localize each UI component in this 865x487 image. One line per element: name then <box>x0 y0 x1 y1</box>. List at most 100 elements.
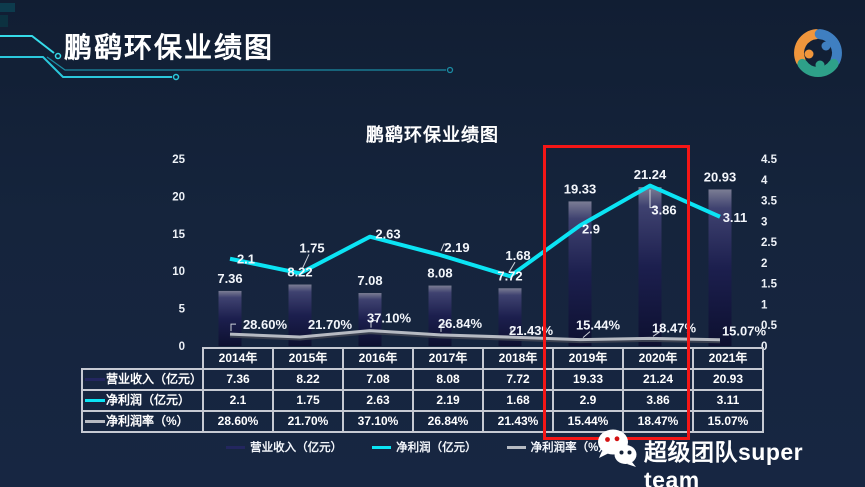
table-cell: 18.47% <box>622 410 695 433</box>
net-profit-label: 3.11 <box>723 210 748 225</box>
series-line-icon <box>85 378 105 382</box>
net-margin-line-shadow <box>229 331 721 344</box>
revenue-label: 20.93 <box>704 169 737 184</box>
right-axis-tick: 0 <box>761 341 767 353</box>
team-logo-icon <box>794 29 842 77</box>
revenue-label: 7.72 <box>497 268 522 283</box>
table-cell: 28.60% <box>202 410 275 433</box>
left-axis-tick: 20 <box>172 191 185 203</box>
label-leader-line <box>649 189 657 209</box>
left-axis-tick: 10 <box>172 266 185 278</box>
row-header-cell: 净利润（亿元） <box>80 389 205 412</box>
table-cell: 21.70% <box>272 410 345 433</box>
wechat-eye <box>605 437 610 442</box>
wechat-eye <box>627 450 632 455</box>
table-cell: 21.43% <box>482 410 555 433</box>
label-leader-line <box>440 243 450 252</box>
table-row: 营业收入（亿元） 7.36 8.22 7.08 8.08 7.72 19.33 21.24 20… <box>80 368 765 391</box>
series-line-icon <box>85 420 105 424</box>
logo-dot-orange <box>804 49 814 59</box>
wechat-big-bubble-tail <box>599 451 609 458</box>
legend-item: 营业收入（亿元） <box>226 439 342 455</box>
bar-2018年 <box>498 288 522 346</box>
table-row: 净利润（亿元） 2.1 1.75 2.63 2.19 1.68 2.9 3.86 3.11 <box>80 389 765 412</box>
right-axis-tick: 1.5 <box>761 279 778 291</box>
net-margin-label: 18.47% <box>652 320 697 335</box>
net-margin-label: 15.44% <box>576 318 621 333</box>
table-cell: 7.36 <box>202 368 275 391</box>
wechat-icon <box>598 429 637 467</box>
table-cell: 20.93 <box>692 368 765 391</box>
corner-slab <box>0 3 15 12</box>
logo-arc-orange <box>794 29 822 66</box>
left-axis-tick: 5 <box>179 304 186 316</box>
year-header-cell: 2014年 <box>202 347 275 370</box>
table-cell: 37.10% <box>342 410 415 433</box>
brand-text: 超级团队super team <box>644 439 804 487</box>
right-axis-tick: 4 <box>761 175 768 187</box>
table-cell: 2.9 <box>552 389 625 412</box>
row-header-cell: 营业收入（亿元） <box>80 368 205 391</box>
logo-arc-blue <box>814 29 842 66</box>
left-axis-tick: 15 <box>172 229 185 241</box>
chart-legend: 营业收入（亿元） 净利润（亿元） 净利润率（%） <box>81 439 755 455</box>
bar-2019年 <box>568 201 592 346</box>
net-margin-line <box>229 329 721 342</box>
wechat-small-bubble <box>614 445 637 464</box>
revenue-label: 19.33 <box>564 181 597 196</box>
series-line-icon <box>85 399 105 403</box>
legend-label: 营业收入（亿元） <box>250 442 343 454</box>
net-profit-line <box>229 183 721 279</box>
net-profit-label: 2.9 <box>582 221 600 236</box>
right-axis-tick: 1 <box>761 299 768 311</box>
circuit-node <box>54 52 62 60</box>
net-profit-label: 1.68 <box>505 248 530 263</box>
year-header-cell: 2020年 <box>622 347 695 370</box>
circuit-line <box>46 56 446 71</box>
label-leader-line <box>510 326 516 335</box>
wechat-eye <box>619 450 624 455</box>
net-margin-label: 15.07% <box>722 324 767 339</box>
net-margin-label: 28.60% <box>243 317 288 332</box>
logo-dot-teal <box>815 60 825 70</box>
table-cell: 8.22 <box>272 368 345 391</box>
table-cell: 1.75 <box>272 389 345 412</box>
label-leader-line <box>508 261 516 273</box>
net-margin-label: 21.70% <box>308 317 353 332</box>
bar-2014年 <box>218 290 242 346</box>
net-profit-label: 2.63 <box>375 227 400 242</box>
bar-2015年 <box>288 284 312 346</box>
circuit-decoration-lines <box>0 3 454 81</box>
logo-arc-teal <box>797 58 839 77</box>
wechat-eye <box>614 436 620 442</box>
net-profit-label: 2.1 <box>237 252 255 267</box>
revenue-label: 7.08 <box>357 273 382 288</box>
label-leader-line <box>582 331 591 338</box>
net-margin-label: 21.43% <box>509 323 554 338</box>
right-axis-tick: 4.5 <box>761 154 778 166</box>
table-cell: 1.68 <box>482 389 555 412</box>
table-cell: 2.63 <box>342 389 415 412</box>
table-cell: 21.24 <box>622 368 695 391</box>
table-cell: 7.72 <box>482 368 555 391</box>
legend-item: 净利润率（%） <box>506 439 610 455</box>
table-row: 净利润率（%） 28.60% 21.70% 37.10% 26.84% 21.43% 15.… <box>80 410 765 433</box>
circuit-line <box>0 56 172 78</box>
revenue-label: 8.08 <box>427 266 452 281</box>
chart-title: 鹏鹞环保业绩图 <box>366 125 499 145</box>
corner-slab <box>0 15 8 27</box>
wechat-small-bubble-tail <box>627 462 636 467</box>
circuit-node <box>172 73 180 81</box>
row-header-cell: 净利润率（%） <box>80 410 205 433</box>
table-cell: 3.86 <box>622 389 695 412</box>
label-leader-line <box>370 320 376 328</box>
circuit-node <box>446 66 454 74</box>
circuit-line <box>0 35 55 54</box>
right-axis-tick: 3 <box>761 216 767 228</box>
table-corner-cell <box>82 348 203 369</box>
data-table: 2014年 2015年 2016年 2017年 2018年 2019年 2020年 2021年… <box>80 347 765 433</box>
legend-label: 净利润率（%） <box>530 442 610 454</box>
legend-line-icon <box>506 445 526 449</box>
table-cell: 26.84% <box>412 410 485 433</box>
